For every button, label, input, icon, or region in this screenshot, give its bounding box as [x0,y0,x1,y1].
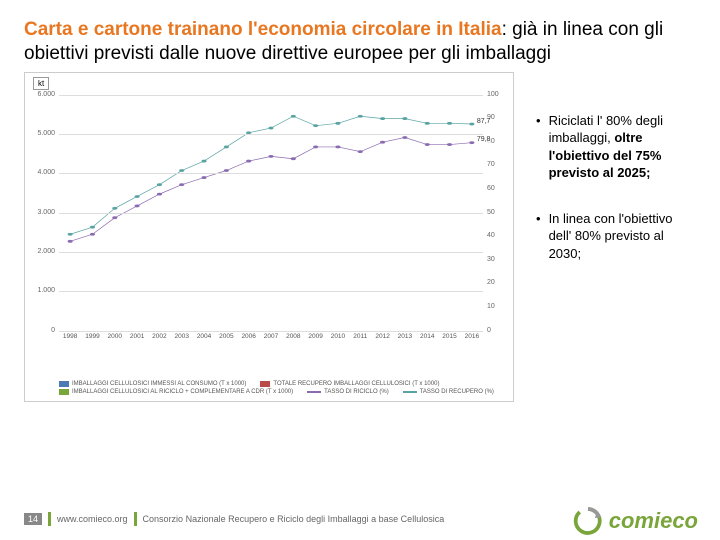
chart-legend: IMBALLAGGI CELLULOSICI IMMESSI AL CONSUM… [59,381,503,395]
legend-item: IMBALLAGGI CELLULOSICI AL RICICLO + COMP… [59,389,293,395]
logo-text: comieco [609,508,698,534]
title-highlight: Carta e cartone trainano l'economia circ… [24,19,502,40]
footer-url: www.comieco.org [57,514,128,524]
bullet-list: •Riciclati l' 80% degli imballaggi, oltr… [514,72,696,402]
chart-callout: 79,8 [476,136,492,143]
bullet-item: •In linea con l'obiettivo dell' 80% prev… [536,210,696,263]
legend-item: IMBALLAGGI CELLULOSICI IMMESSI AL CONSUM… [59,381,246,387]
legend-item: TASSO DI RICICLO (%) [307,389,389,395]
chart-plot-area: 01.0002.0003.0004.0005.0006.000010203040… [59,95,483,331]
chart-container: kt 01.0002.0003.0004.0005.0006.000010203… [24,72,514,402]
x-axis-label: 2016 [457,333,487,340]
comieco-logo: comieco [573,506,698,536]
page-number: 14 [24,513,42,525]
bullet-item: •Riciclati l' 80% degli imballaggi, oltr… [536,112,696,182]
footer-org: Consorzio Nazionale Recupero e Riciclo d… [143,514,445,524]
legend-item: TASSO DI RECUPERO (%) [403,389,494,395]
slide-title: Carta e cartone trainano l'economia circ… [24,18,684,66]
recycle-icon [573,506,603,536]
line-tasso_riciclo [70,137,472,241]
chart-callout: 87,7 [476,118,492,125]
chart-unit-label: kt [33,77,49,90]
legend-item: TOTALE RECUPERO IMBALLAGGI CELLULOSICI (… [260,381,439,387]
